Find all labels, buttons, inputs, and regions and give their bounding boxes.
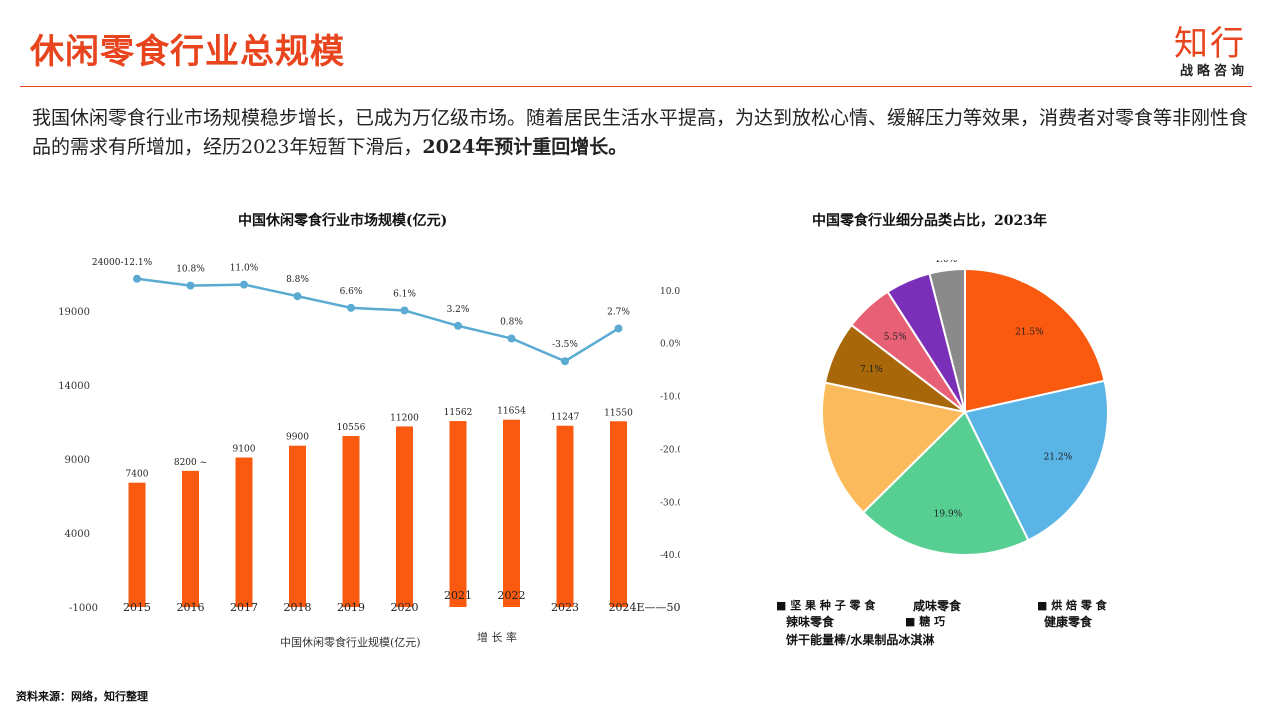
pie-chart-title: 中国零食行业细分品类占比，2023年: [812, 213, 1047, 229]
bar-2018: [289, 445, 306, 607]
pie-slice: [964, 267, 1106, 414]
legend-line-series: 增 长 率: [477, 630, 517, 644]
growth-label: 11.0%: [230, 264, 259, 274]
brand-tagline: 战略咨询: [1179, 64, 1248, 79]
x-axis-tick: 2021: [444, 589, 472, 602]
bar-value-label: 11200: [390, 413, 419, 423]
growth-label: 24000-12.1%: [92, 258, 153, 268]
pie-legend-nuts: ■ 坚 果 种 子 零 食: [776, 599, 876, 612]
source-note: 资料来源：网络，知行整理: [16, 690, 148, 703]
bar-value-label: 11654: [497, 407, 526, 417]
bar-chart-title: 中国休闲零食行业市场规模(亿元): [238, 213, 448, 229]
left-axis-tick: 19000: [58, 307, 90, 318]
pie-slice-label: 21.2%: [1044, 452, 1073, 462]
intro-highlight: 2024年预计重回增长。: [422, 136, 628, 158]
x-axis-tick: 2016: [177, 601, 205, 614]
intro-paragraph: 我国休闲零食行业市场规模稳步增长，已成为万亿级市场。随着居民生活水平提高，为达到…: [32, 104, 1252, 162]
right-axis-tick: -20.0%: [660, 445, 680, 455]
pie-legend-bakery: ■ 烘 焙 零 食: [1037, 599, 1107, 612]
pie-slice-label: 21.5%: [1015, 328, 1044, 338]
bar-value-label: 11562: [444, 408, 473, 418]
brand-logo: 知行: [1174, 24, 1246, 64]
growth-label: 2.7%: [607, 307, 630, 317]
growth-point: [240, 280, 248, 289]
growth-label: -3.5%: [552, 340, 578, 350]
growth-label: 3.2%: [447, 305, 470, 315]
growth-point: [293, 292, 302, 301]
pie-slice-label: 5.5%: [884, 332, 907, 342]
pie-slice: [963, 379, 1109, 542]
bar-2020: [396, 426, 413, 607]
pie-slice-label: 19.9%: [934, 510, 963, 520]
bar-2021: [449, 421, 467, 607]
title-divider: [20, 86, 1252, 87]
growth-label: 0.8%: [500, 317, 523, 327]
bar-2015: [128, 482, 146, 607]
right-axis-tick: 10.0%: [660, 287, 680, 297]
growth-point: [507, 334, 516, 343]
right-axis-tick: -10.0%: [660, 393, 680, 403]
growth-line: [136, 277, 620, 363]
growth-label: 8.8%: [286, 275, 309, 285]
bar-value-label: 11247: [551, 413, 580, 423]
left-axis-bottom-label: -1000: [69, 603, 98, 614]
pie-slice: [928, 267, 966, 413]
bar-2016: [182, 470, 199, 607]
page-title: 休闲零食行业总规模: [30, 32, 345, 72]
right-axis-tick: 0.0%: [660, 340, 680, 350]
pie-chart: 21.5% 21.2% 19.9% 7.1% 5.5% 4.0%: [821, 260, 1109, 556]
combo-chart: 4000 9000 14000 19000 -1000 10.0% 0.0% -10.0% -2…: [58, 258, 681, 649]
pie-slice-label: 7.1%: [860, 365, 883, 375]
bar-value-label: 8200 ~: [174, 458, 207, 468]
pie-legend-healthy: 健康零食: [1044, 615, 1093, 629]
bar-value-label: 9100: [233, 445, 256, 455]
x-axis-tick: 2018: [284, 601, 312, 614]
pie-legend-salty: 咸味零食: [913, 599, 962, 613]
bar-value-label: 9900: [286, 433, 309, 443]
bar-2024E: [610, 421, 627, 607]
growth-point: [561, 357, 569, 366]
x-axis-tick: 2022: [498, 589, 526, 602]
growth-label: 6.6%: [340, 287, 363, 297]
right-axis-tick: -40.0%: [660, 551, 680, 561]
left-axis-tick: 14000: [58, 381, 90, 392]
intro-text: 我国休闲零食行业市场规模稳步增长，已成为万亿级市场。随着居民生活水平提高，为达到…: [32, 107, 1249, 158]
pie-slice: [821, 381, 968, 514]
growth-label: 6.1%: [393, 289, 416, 299]
bar-2023: [556, 425, 574, 607]
right-axis-tick: -30.0%: [660, 498, 680, 508]
x-axis-tick: 2024E——50.0%: [609, 601, 681, 614]
bar-value-label: 10556: [337, 423, 366, 433]
x-axis-tick: 2020: [391, 601, 419, 614]
growth-point: [133, 274, 141, 283]
legend-bar-series: 中国休闲零食行业规模(亿元): [280, 635, 421, 649]
growth-point: [347, 303, 355, 312]
pie-slice-label: 4.0%: [934, 260, 957, 265]
bar-value-label: 11550: [604, 408, 633, 418]
x-axis-tick: 2017: [230, 601, 258, 614]
pie-legend-biscuit: 饼干能量棒/水果制品冰淇淋: [786, 633, 935, 647]
growth-point: [400, 306, 409, 315]
x-axis-tick: 2015: [123, 601, 151, 614]
x-axis-tick: 2019: [337, 601, 365, 614]
pie-slice: [861, 410, 1030, 556]
growth-label: 10.8%: [176, 265, 205, 275]
bar-2022: [503, 419, 520, 607]
pie-legend-spicy: 辣味零食: [786, 615, 835, 629]
left-axis-tick: 4000: [65, 529, 90, 540]
pie-legend-candy: ■ 糖 巧: [905, 615, 946, 628]
growth-point: [614, 324, 623, 333]
bar-2019: [342, 435, 360, 607]
bar-value-label: 7400: [126, 470, 149, 480]
growth-point: [186, 281, 195, 290]
left-axis-tick: 9000: [65, 455, 90, 466]
x-axis-tick: 2023: [551, 601, 579, 614]
growth-point: [454, 321, 462, 330]
bar-2017: [235, 457, 253, 607]
